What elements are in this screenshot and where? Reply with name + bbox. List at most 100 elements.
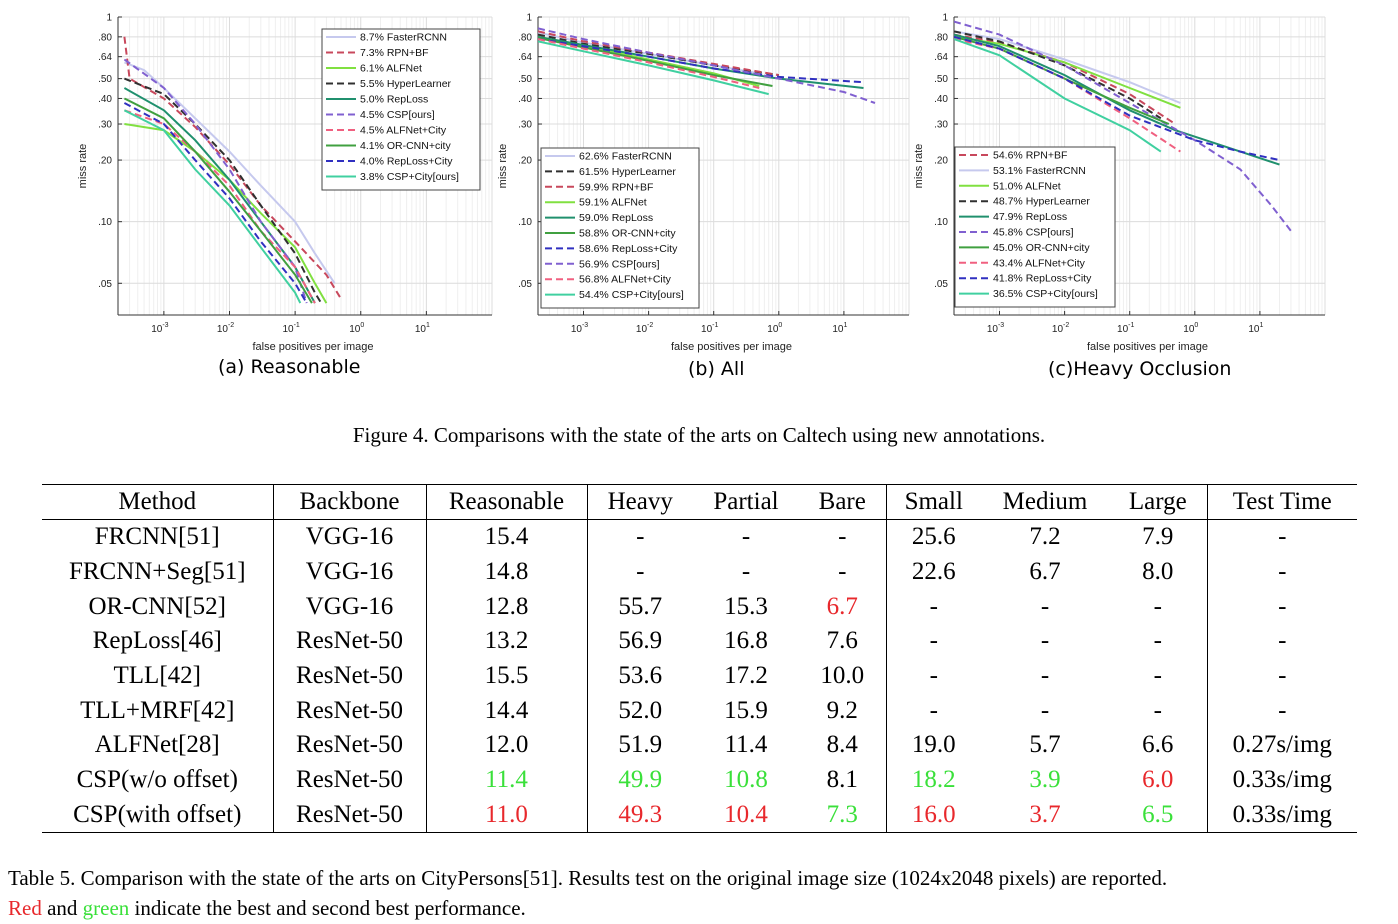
table-cell: 56.9 [618,627,663,655]
column-header: Bare [799,484,887,520]
x-tick-label: 10-3 [151,322,168,335]
y-tick-label: .40 [98,94,112,105]
table-cell: 15.3 [724,592,768,620]
table-cell: 0.33s/img [1232,766,1332,794]
y-tick-label: .05 [98,279,112,290]
legend-entry: 6.1% ALFNet [360,63,422,75]
x-tick-label: 100 [1183,322,1198,335]
table-cell: 53.6 [618,662,663,690]
table-cell: 6.5 [1109,797,1208,834]
x-tick-label: 10-1 [282,322,299,335]
legend-entry: 5.0% RepLoss [360,94,428,106]
series-line [954,35,1280,162]
table-cell: RepLoss[46] [42,624,274,659]
legend-entry: 45.8% CSP[ours] [993,227,1074,239]
y-tick-label: .80 [98,32,112,43]
table-cell: 0.27s/img [1232,731,1332,759]
y-tick-label: .64 [934,52,948,63]
x-tick-label: 100 [349,322,364,335]
series-line [538,37,773,87]
table-cell: CSP(w/o offset) [42,762,274,798]
series-line [124,61,336,284]
legend-entry: 4.5% CSP[ours] [360,109,435,121]
x-tick-label: 100 [767,322,782,335]
table-cell: - [1278,558,1287,586]
series-line [538,38,760,89]
series-line [954,30,1181,104]
series-line [954,35,1170,125]
table-cell: 0.33s/img [1207,797,1357,834]
y-tick-label: .10 [518,217,532,228]
table-cell: - [1040,592,1050,620]
x-axis-label: false positives per image [671,341,792,353]
y-tick-label: .30 [518,120,532,131]
series-line [538,27,876,104]
table-row: CSP(w/o offset) ResNet-50 11.4 49.9 10.8 8.1 1… [42,762,1357,798]
caption-and: and [41,896,83,920]
x-tick-label: 10-3 [987,322,1004,335]
x-tick-label: 10-1 [1117,322,1134,335]
legend-entry: 58.6% RepLoss+City [579,243,678,255]
legend-entry: 59.1% ALFNet [579,197,647,209]
table-cell: 8.0 [1109,554,1208,590]
legend-entry: 62.6% FasterRCNN [579,151,672,163]
table-cell: 10.4 [693,797,799,834]
table-cell: VGG-16 [273,554,427,590]
chart-panel-0: 1 .80 .64 .50 .40 .30 .20 .10 .05 10-3 10-2 10-1 100… [77,13,493,353]
series-line [124,123,328,304]
caption-green-word: green [82,896,130,920]
table-cell: 7.9 [1109,518,1208,555]
y-tick-label: 1 [106,13,112,24]
table-cell: - [1109,624,1208,659]
table-cell: ResNet-50 [273,693,427,729]
series-line [123,109,302,304]
table-cell: 16.8 [724,627,768,655]
table-cell: 9.2 [799,693,887,729]
column-header: Heavy [587,484,693,520]
legend-entry: 45.0% OR-CNN+city [993,242,1090,254]
table-cell: - [1278,696,1287,724]
table-cell: - [1109,693,1208,729]
table-cell: 3.9 [1029,766,1061,794]
table-cell: - [741,558,751,586]
legend-entry: 61.5% HyperLearner [579,166,676,178]
y-tick-label: .40 [934,94,948,105]
column-header: Reasonable [426,484,588,520]
table-cell: 12.8 [426,589,588,625]
series-line [954,30,1162,120]
x-axis-label: false positives per image [252,341,373,353]
column-header: Partial [693,484,799,520]
table-cell: 19.0 [911,731,956,759]
x-tick-label: 10-2 [217,322,234,335]
table-cell: - [1040,627,1050,655]
figure-charts: 1 .80 .64 .50 .40 .30 .20 .10 .05 10-3 10-2 10-1 100… [77,13,1326,353]
table-cell: 15.9 [724,696,768,724]
table-cell: 6.7 [1029,558,1061,586]
table-row: CSP(with offset) ResNet-50 11.0 49.3 10.4 7.3… [42,797,1357,834]
y-tick-label: 1 [942,13,948,24]
table-cell: 25.6 [886,518,981,555]
table-cell: 22.6 [911,558,956,586]
table-header-row: Method Backbone Reasonable Heavy Partial Bare… [42,484,1357,520]
x-tick-label: 101 [832,322,847,335]
table-cell: OR-CNN[52] [42,589,274,625]
table-cell: 14.4 [426,693,588,729]
table-cell: 10.0 [799,658,887,694]
table-cell: 55.7 [618,592,663,620]
table-cell: 10.8 [724,766,768,794]
x-axis-label: false positives per image [1087,341,1208,353]
table-cell: 49.3 [587,797,693,834]
table-cell: - [929,662,938,690]
legend-entry: 4.5% ALFNet+City [360,125,447,137]
legend-entry: 48.7% HyperLearner [993,196,1090,208]
table-cell: 7.6 [799,624,887,659]
legend-entry: 4.1% OR-CNN+city [360,140,451,152]
table-cell: - [1040,696,1050,724]
legend-entry: 54.4% CSP+City[ours] [579,289,684,301]
y-tick-label: .50 [98,74,112,85]
table-cell: 8.4 [799,728,887,763]
table-cell: - [636,558,645,586]
legend-box [321,28,481,191]
y-axis-label: miss rate [913,144,925,189]
legend-entry: 59.0% RepLoss [579,212,653,224]
